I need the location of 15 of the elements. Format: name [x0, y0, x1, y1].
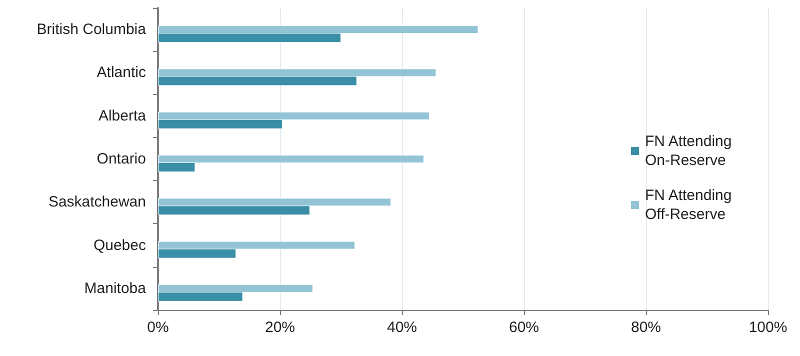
x-tick-label: 80% [630, 319, 662, 336]
y-tick-label: Atlantic [96, 64, 146, 82]
x-tick-label: 100% [748, 319, 788, 336]
y-tick-label: Quebec [93, 236, 146, 254]
x-tick-label: 20% [264, 319, 296, 336]
y-tick-label: Manitoba [84, 280, 147, 297]
y-tick-label: Ontario [96, 150, 146, 168]
legend-label: FN Attending On-Reserve [645, 133, 736, 169]
x-tick-label: 0% [147, 319, 169, 336]
legend-label: FN Attending Off-Reserve [645, 187, 736, 223]
y-tick-label: Saskatchewan [48, 194, 146, 211]
y-tick-label: Alberta [98, 107, 147, 124]
y-tick-label: British Columbia [36, 21, 147, 38]
x-tick-label: 60% [508, 319, 540, 336]
x-tick-label: 40% [386, 319, 418, 336]
